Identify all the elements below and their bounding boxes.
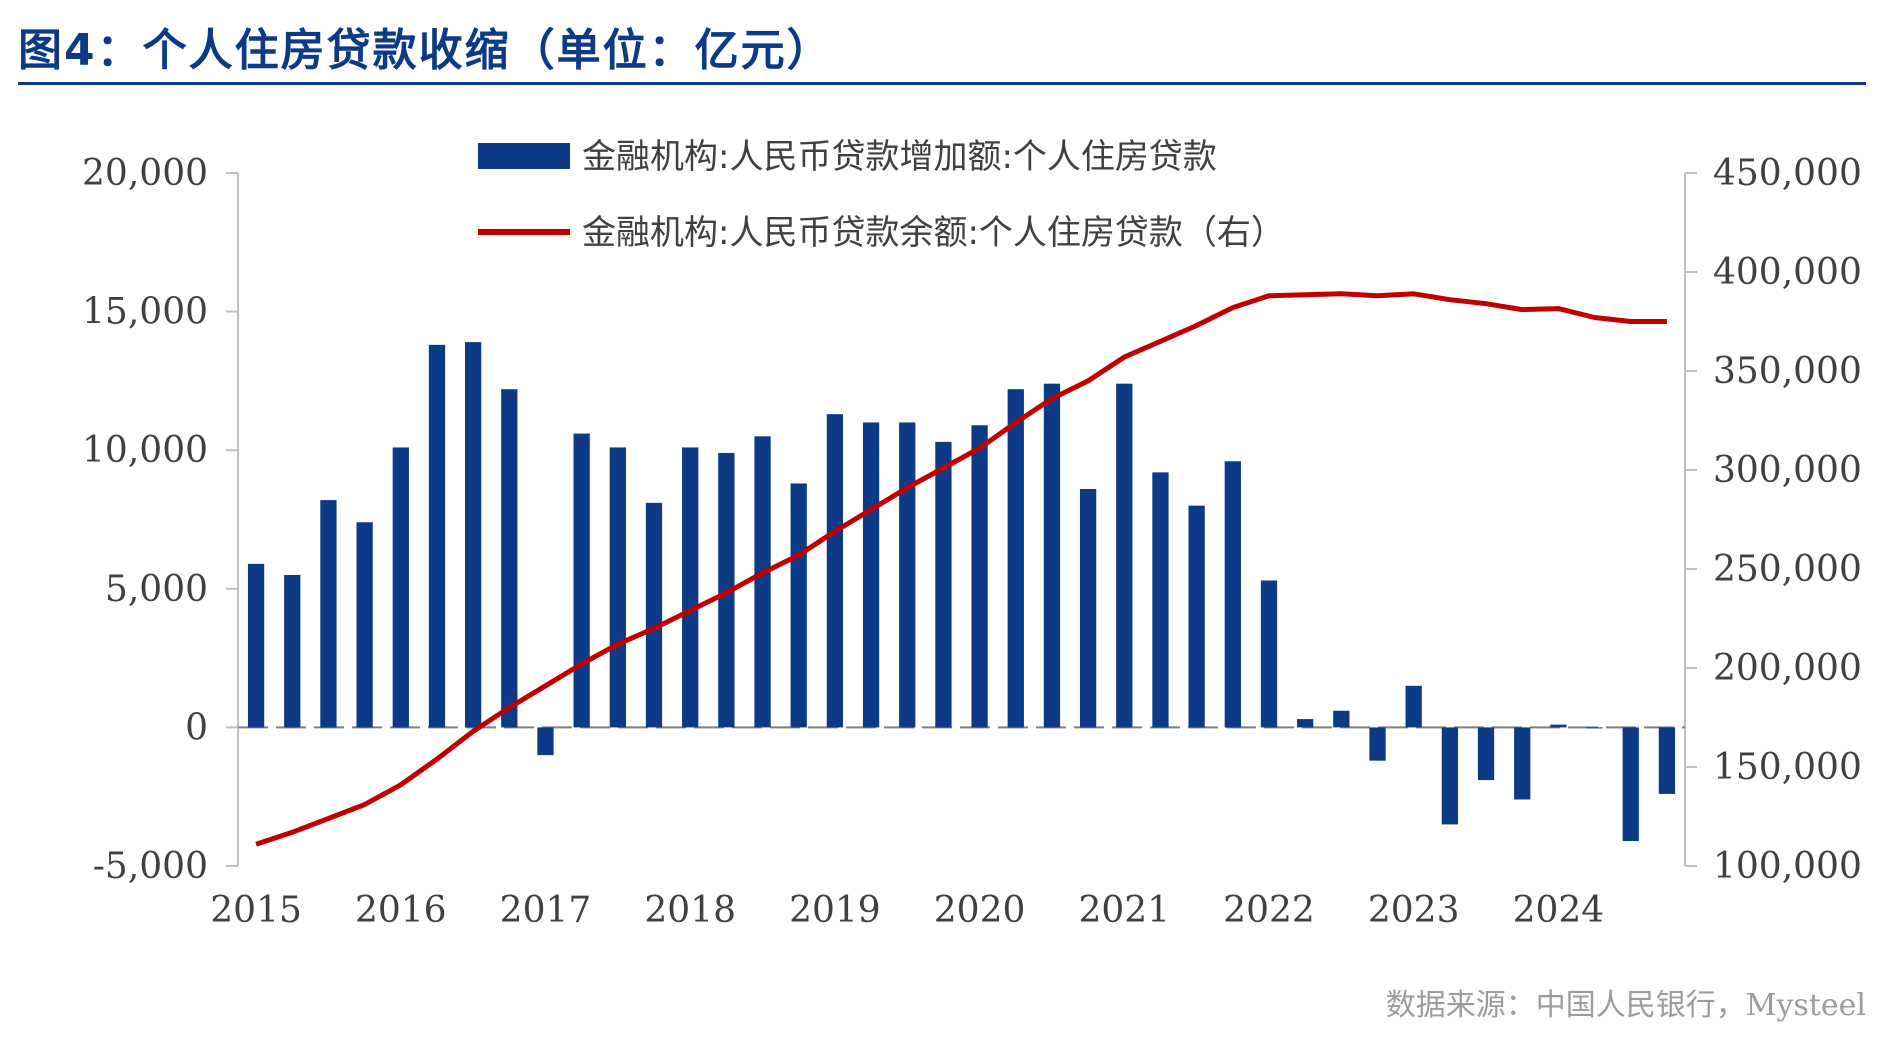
x-tick-label: 2021 <box>1078 890 1170 931</box>
bar <box>573 433 590 728</box>
bar <box>1622 727 1639 842</box>
bar <box>501 389 518 728</box>
bar <box>464 342 482 728</box>
bar <box>1224 461 1241 728</box>
bar <box>682 447 699 728</box>
bar <box>1658 727 1676 794</box>
right-tick-label: 400,000 <box>1713 252 1862 293</box>
bar <box>1260 580 1278 728</box>
bar <box>971 425 988 728</box>
source-note: 数据来源：中国人民银行，Mysteel <box>1385 988 1866 1023</box>
bar <box>320 500 337 728</box>
left-tick-label: -5,000 <box>93 846 208 887</box>
bar <box>1116 383 1133 728</box>
bar <box>1043 383 1061 728</box>
bar <box>935 441 952 728</box>
x-tick-label: 2022 <box>1223 890 1315 931</box>
bar <box>1477 727 1495 781</box>
x-tick-label: 2023 <box>1368 890 1460 931</box>
left-tick-label: 20,000 <box>82 153 208 194</box>
right-tick-label: 150,000 <box>1713 747 1862 788</box>
bar <box>1550 724 1567 728</box>
bar-series <box>247 342 1676 842</box>
bar <box>247 563 265 728</box>
right-tick-label: 350,000 <box>1713 351 1862 392</box>
line-series <box>255 291 1667 847</box>
bar <box>392 447 409 728</box>
right-tick-label: 250,000 <box>1713 549 1862 590</box>
x-tick-label: 2018 <box>644 890 736 931</box>
bar <box>754 436 771 728</box>
x-tick-label: 2016 <box>355 890 447 931</box>
bar <box>1079 489 1097 728</box>
x-tick-label: 2020 <box>934 890 1026 931</box>
chart-title: 图4：个人住房贷款收缩（单位：亿元） <box>18 25 833 76</box>
legend: 金融机构:人民币贷款增加额:个人住房贷款金融机构:人民币贷款余额:个人住房贷款（… <box>478 137 1285 253</box>
bar <box>1369 727 1386 761</box>
right-tick-label: 200,000 <box>1713 648 1862 689</box>
bar <box>645 502 663 728</box>
right-tick-label: 300,000 <box>1713 450 1862 491</box>
bar <box>1441 727 1459 825</box>
bar <box>862 422 880 728</box>
legend-swatch-bar <box>478 143 570 169</box>
left-tick-label: 5,000 <box>105 569 208 610</box>
bar <box>899 422 916 728</box>
legend-label-line: 金融机构:人民币贷款余额:个人住房贷款（右） <box>582 213 1285 253</box>
title-underline <box>18 82 1866 85</box>
right-tick-label: 100,000 <box>1713 846 1862 887</box>
bar <box>1586 727 1603 729</box>
bar <box>1297 719 1314 728</box>
bar <box>428 344 446 728</box>
bar <box>1007 389 1024 728</box>
x-tick-label: 2024 <box>1513 890 1605 931</box>
legend-label-bar: 金融机构:人民币贷款增加额:个人住房贷款 <box>582 137 1217 177</box>
x-tick-label: 2017 <box>500 890 592 931</box>
x-tick-label: 2015 <box>210 890 302 931</box>
bar <box>284 574 301 728</box>
balance-line <box>255 291 1667 847</box>
right-tick-label: 450,000 <box>1713 153 1862 194</box>
bar <box>1152 472 1169 728</box>
bar <box>1333 710 1350 728</box>
bar <box>1188 505 1205 728</box>
bar <box>790 483 807 728</box>
bar <box>826 414 844 728</box>
bar <box>356 522 373 728</box>
bar <box>1514 727 1531 800</box>
x-tick-label: 2019 <box>789 890 881 931</box>
left-tick-label: 15,000 <box>82 292 208 333</box>
bar <box>537 727 554 756</box>
left-tick-label: 10,000 <box>82 430 208 471</box>
left-tick-label: 0 <box>185 707 208 748</box>
bar <box>609 447 626 728</box>
bar <box>1405 685 1422 728</box>
